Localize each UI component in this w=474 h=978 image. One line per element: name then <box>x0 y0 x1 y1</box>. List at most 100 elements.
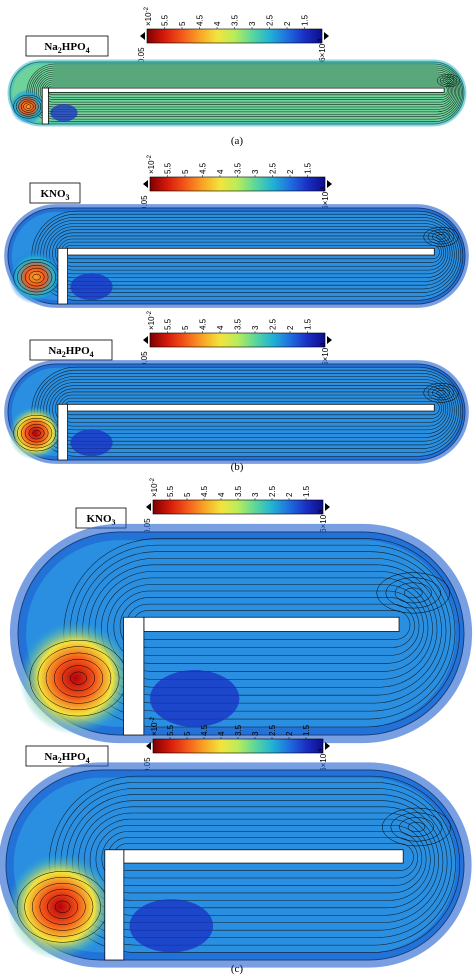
vortex-streamline <box>20 420 53 446</box>
low-velocity-zone <box>129 899 214 953</box>
channel-edge-shade <box>0 762 472 968</box>
colorbar-min-arrow <box>325 503 330 511</box>
low-velocity-zone <box>70 429 113 457</box>
vortex-hotspot <box>8 250 63 304</box>
vortex-streamline <box>17 261 57 293</box>
colorbar-tick-label: 2.5 <box>268 724 277 736</box>
colorbar-tick-label: 2 <box>286 325 295 330</box>
streamline <box>61 241 442 263</box>
streamline <box>72 800 444 924</box>
streamline <box>30 67 461 117</box>
vortex-streamline <box>54 900 71 913</box>
colorbar-tick-label: 3 <box>251 325 260 330</box>
paddle-wall <box>123 616 145 736</box>
colorbar-tick-label: 1.5 <box>302 485 311 497</box>
vortex-streamline <box>24 876 101 937</box>
compound-label-box <box>25 745 109 767</box>
streamline <box>126 603 415 648</box>
colorbar-min-arrow <box>327 180 332 188</box>
compound-label-box <box>29 339 113 361</box>
streamline <box>34 71 458 113</box>
channel-edge-shade <box>7 59 467 127</box>
colorbar: 0.05 ×10-2 5.5 5 4.5 4 3.5 3 2.5 2 1.5 9.56×10-3 <box>140 310 332 377</box>
channel-edge-shade <box>4 204 469 308</box>
streamline <box>107 837 418 879</box>
paddle-wall <box>41 87 49 125</box>
vortex-streamline <box>31 882 94 931</box>
center-divider <box>67 403 435 412</box>
streamline <box>66 794 448 931</box>
compound-formula: Na2HPO4 <box>48 345 93 359</box>
colorbar-tick-label: 2 <box>285 731 294 736</box>
low-velocity-zone <box>70 273 113 301</box>
streamline <box>46 226 453 282</box>
colorbar-tick-label: 4 <box>216 325 225 330</box>
streamline <box>46 382 453 438</box>
panel-caption: (c) <box>231 963 244 975</box>
vortex-streamline <box>53 658 104 698</box>
colorbar-tick-label: 3.5 <box>234 485 243 497</box>
streamline <box>58 394 445 423</box>
vortex-hotspot <box>18 621 133 735</box>
vortex-streamline <box>32 429 41 437</box>
streamline <box>52 388 449 431</box>
center-divider <box>48 87 445 93</box>
streamline <box>38 75 455 108</box>
vortex-streamline <box>24 267 49 287</box>
colorbar-tick-label: 1.5 <box>301 14 310 26</box>
paddle-wall <box>104 849 125 961</box>
vortex-streamline <box>20 100 37 113</box>
colorbar-tick-label: 1.5 <box>304 162 313 174</box>
compound-label-box <box>25 35 109 57</box>
streamline <box>78 806 439 916</box>
vortex-streamline <box>394 582 432 604</box>
colorbar-tick-label: 4 <box>213 21 222 26</box>
vortex-streamline <box>399 817 434 837</box>
streamline <box>88 564 442 696</box>
streamline <box>58 238 445 267</box>
colorbar-tick-label: 5 <box>178 21 187 26</box>
compound-label: Na2HPO4 <box>25 745 109 767</box>
compound-label-box <box>29 182 81 204</box>
colorbar-tick-label: 5 <box>181 325 190 330</box>
vortex-streamline <box>45 652 112 704</box>
vortex-streamline <box>32 273 41 281</box>
vortex-streamline <box>445 78 452 83</box>
streamline <box>89 818 431 901</box>
streamline <box>119 597 420 656</box>
streamline <box>60 788 452 938</box>
panel-caption: (a) <box>231 135 244 147</box>
colorbar-tick-label: 3 <box>251 169 260 174</box>
vortex-streamline <box>432 387 450 398</box>
low-velocity-zone <box>149 670 240 727</box>
colorbar-exponent: ×10-2 <box>150 716 159 736</box>
vortex-hotspot <box>8 406 63 460</box>
compound-label: KNO3 <box>29 182 81 204</box>
colorbar-tick-label: 2.5 <box>268 485 277 497</box>
colorbar-min-arrow <box>324 32 329 40</box>
colorbar-tick-label: 2 <box>283 21 292 26</box>
colorbar-tick-label: 3 <box>251 492 260 497</box>
colorbar: 0.05 ×10-2 5.5 5 4.5 4 3.5 3 2.5 2 1.5 9.56×10-3 <box>137 6 329 73</box>
low-velocity-zone <box>50 104 78 122</box>
colorbar-min-label: 9.56×10-3 <box>321 342 330 377</box>
colorbar-max-arrow <box>143 336 148 344</box>
vortex-streamline <box>427 385 455 401</box>
colorbar-min-arrow <box>327 336 332 344</box>
colorbar-tick-label: 3.5 <box>234 318 243 330</box>
streamline <box>95 824 427 894</box>
paddle-wall <box>57 403 68 461</box>
colorbar-tick-label: 5 <box>181 169 190 174</box>
panel-caption: (b) <box>231 461 244 473</box>
colorbar-tick-label: 1.5 <box>304 318 313 330</box>
colorbar-tick-label: 5 <box>183 492 192 497</box>
streamline <box>52 232 449 275</box>
colorbar-tick-label: 3.5 <box>234 724 243 736</box>
colorbar-min-label: 9.56×10-3 <box>318 38 327 73</box>
colorbar-tick-label: 4.5 <box>199 318 208 330</box>
colorbar-max-arrow <box>146 742 151 750</box>
compound-formula: KNO3 <box>40 188 69 202</box>
streamline <box>76 551 451 712</box>
colorbar-max-arrow <box>140 32 145 40</box>
colorbar-tick-label: 1.5 <box>302 724 311 736</box>
